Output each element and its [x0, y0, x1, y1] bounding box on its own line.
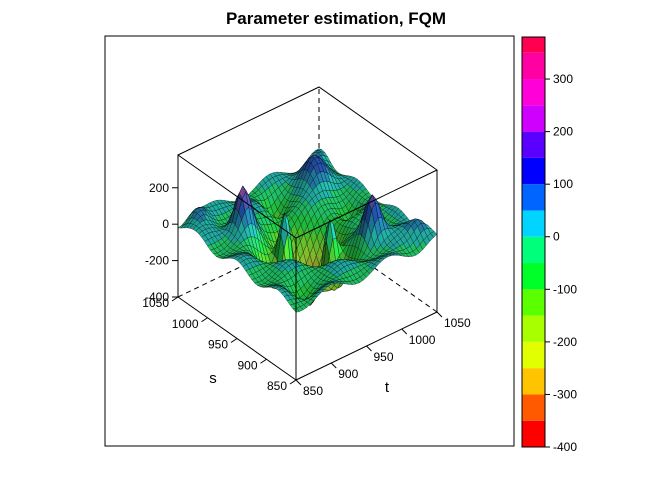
s-tick-label: 950 [208, 338, 228, 352]
colorbar-bin [522, 184, 545, 211]
colorbar-tick-label: -300 [553, 387, 577, 401]
colorbar-bin [522, 79, 545, 106]
s-axis-title: s [209, 370, 217, 387]
colorbar-bin [522, 341, 545, 369]
s-tick-label: 1000 [172, 317, 199, 331]
s-tick [260, 358, 267, 364]
t-tick-label: 1050 [444, 316, 471, 330]
colorbar-tick-label: 200 [553, 125, 573, 139]
colorbar-bin [522, 394, 545, 421]
colorbar-tick-label: 300 [553, 72, 573, 86]
axis-ticks: 8509009501000105085090095010001050-400-2… [142, 181, 471, 398]
t-tick [436, 311, 443, 318]
colorbar-bin [522, 263, 545, 290]
colorbar-bin [522, 236, 545, 264]
plot-frame [104, 35, 515, 447]
t-tick [295, 379, 302, 386]
colorbar: 300 200 100 0 -100 -200 -300 -400 [521, 36, 577, 454]
z-tick-label: -200 [145, 254, 169, 268]
colorbar-tick-label: -200 [553, 335, 577, 349]
colorbar-frame [521, 36, 546, 448]
colorbar-tick-label: 0 [553, 230, 560, 244]
colorbar-bin [522, 131, 545, 158]
s-tick-label: 900 [237, 358, 257, 372]
colorbar-tick-label: -100 [553, 282, 577, 296]
surface-mesh [177, 148, 438, 313]
t-tick-label: 850 [303, 384, 323, 398]
colorbar-tick-label: 100 [553, 177, 573, 191]
t-tick [401, 328, 408, 335]
t-tick [366, 345, 372, 352]
colorbar-bin [522, 37, 545, 53]
colorbar-bin [522, 368, 545, 395]
t-axis-title: t [385, 379, 390, 396]
t-tick-label: 1000 [409, 333, 436, 347]
z-tick-label: 200 [149, 181, 169, 195]
t-tick-label: 950 [374, 350, 394, 364]
colorbar-tick-label: -400 [553, 440, 577, 454]
s-tick [201, 317, 208, 323]
s-tick [230, 338, 238, 343]
s-tick [171, 296, 179, 302]
t-tick [330, 362, 337, 369]
colorbar-bin [522, 157, 545, 185]
s-tick-label: 1050 [142, 296, 169, 310]
box-top-edges [177, 86, 438, 239]
colorbar-bin [522, 210, 545, 237]
colorbar-bin [522, 289, 545, 316]
z-tick-label: 0 [162, 217, 169, 231]
z-tick-label: -400 [145, 290, 169, 304]
t-tick-label: 900 [338, 367, 358, 381]
s-tick [289, 379, 297, 385]
colorbar-bin [522, 105, 545, 132]
s-tick-label: 850 [267, 379, 287, 393]
colorbar-bin [522, 315, 545, 342]
colorbar-bin [522, 52, 545, 80]
colorbar-bin [522, 420, 545, 447]
chart-title: Parameter estimation, FQM [226, 9, 446, 28]
